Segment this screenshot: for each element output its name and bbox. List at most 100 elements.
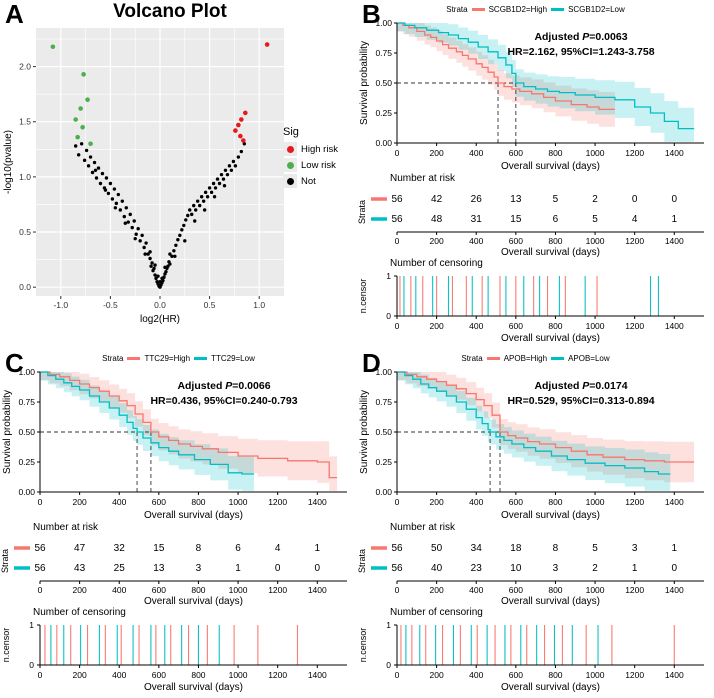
svg-text:13: 13 bbox=[153, 563, 165, 574]
svg-text:0.25: 0.25 bbox=[18, 457, 35, 467]
high-strata-label: SCGB1D2=High bbox=[488, 5, 548, 14]
svg-text:Overall survival (days): Overall survival (days) bbox=[501, 682, 600, 693]
svg-text:31: 31 bbox=[471, 214, 483, 225]
svg-text:1: 1 bbox=[29, 620, 34, 630]
svg-text:1400: 1400 bbox=[665, 497, 684, 507]
svg-text:600: 600 bbox=[152, 585, 166, 595]
svg-text:200: 200 bbox=[430, 670, 444, 680]
svg-text:0.5: 0.5 bbox=[19, 227, 31, 237]
annotation-p-value: =0.0174 bbox=[589, 380, 628, 392]
annotation-p-value: =0.0066 bbox=[232, 380, 271, 392]
annotation-p-line: Adjusted P=0.0066 bbox=[105, 379, 343, 394]
svg-text:1200: 1200 bbox=[625, 585, 644, 595]
panel-letter-d: D bbox=[362, 349, 381, 378]
low-strata-label: SCGB1D2=Low bbox=[568, 5, 625, 14]
svg-text:0.0: 0.0 bbox=[19, 282, 31, 292]
survival-plot: 1.00 0.75 0.50 0.25 0.00 0 200 400 600 800 1000 120… bbox=[357, 366, 714, 522]
svg-text:1200: 1200 bbox=[625, 236, 644, 246]
svg-text:1.5: 1.5 bbox=[19, 117, 31, 127]
svg-text:6: 6 bbox=[235, 543, 241, 554]
svg-text:800: 800 bbox=[191, 585, 205, 595]
svg-text:1400: 1400 bbox=[308, 585, 327, 595]
high-risk-dot-icon bbox=[286, 145, 294, 153]
svg-text:13: 13 bbox=[510, 194, 522, 205]
svg-text:0: 0 bbox=[315, 563, 321, 574]
svg-text:18: 18 bbox=[510, 543, 522, 554]
svg-text:1000: 1000 bbox=[229, 585, 248, 595]
svg-text:1000: 1000 bbox=[586, 148, 605, 158]
svg-text:0.50: 0.50 bbox=[18, 427, 35, 437]
svg-text:40: 40 bbox=[431, 563, 443, 574]
not-dot-icon bbox=[286, 177, 294, 185]
svg-text:2: 2 bbox=[592, 563, 598, 574]
low-strata-swatch-icon bbox=[551, 357, 565, 360]
svg-text:0.00: 0.00 bbox=[375, 138, 392, 148]
svg-text:0: 0 bbox=[29, 660, 34, 670]
svg-text:8: 8 bbox=[196, 543, 202, 554]
svg-text:32: 32 bbox=[114, 543, 126, 554]
svg-text:Strata: Strata bbox=[357, 549, 367, 573]
svg-text:3: 3 bbox=[553, 563, 559, 574]
svg-text:56: 56 bbox=[391, 194, 403, 205]
panel-scgb1d2: B Strata SCGB1D2=High SCGB1D2=Low 1.00 0.… bbox=[357, 0, 714, 349]
svg-text:1: 1 bbox=[386, 271, 391, 281]
svg-text:600: 600 bbox=[509, 321, 523, 331]
svg-text:-log10(pvalue): -log10(pvalue) bbox=[3, 130, 14, 194]
svg-text:1.0: 1.0 bbox=[253, 300, 265, 310]
svg-text:0: 0 bbox=[395, 321, 400, 331]
svg-text:800: 800 bbox=[548, 497, 562, 507]
annotation-p-value: =0.0063 bbox=[589, 31, 628, 43]
svg-text:400: 400 bbox=[469, 148, 483, 158]
strata-label: Strata bbox=[446, 5, 468, 14]
svg-text:1000: 1000 bbox=[229, 670, 248, 680]
svg-text:42: 42 bbox=[431, 194, 443, 205]
censor-title: Number of censoring bbox=[390, 607, 483, 618]
legend-key bbox=[283, 158, 297, 172]
low-strata-swatch-icon bbox=[551, 8, 565, 11]
stats-annotation: Adjusted P=0.0063 HR=2.162, 95%CI=1.243-… bbox=[462, 30, 700, 60]
svg-text:1000: 1000 bbox=[586, 321, 605, 331]
svg-text:0.50: 0.50 bbox=[375, 427, 392, 437]
legend-item-high-risk: High risk bbox=[283, 141, 355, 157]
svg-text:1.0: 1.0 bbox=[19, 172, 31, 182]
svg-text:1200: 1200 bbox=[625, 497, 644, 507]
svg-text:56: 56 bbox=[391, 214, 403, 225]
svg-text:4: 4 bbox=[275, 543, 281, 554]
annotation-prefix: Adjusted bbox=[534, 380, 583, 392]
svg-text:Overall survival (days): Overall survival (days) bbox=[501, 333, 600, 344]
svg-text:1400: 1400 bbox=[665, 321, 684, 331]
annotation-p-italic: P bbox=[225, 380, 233, 392]
svg-text:1000: 1000 bbox=[586, 236, 605, 246]
risk-table-title: Number at risk bbox=[33, 522, 99, 533]
svg-text:n.censor: n.censor bbox=[358, 279, 368, 314]
svg-text:50: 50 bbox=[431, 543, 443, 554]
svg-text:200: 200 bbox=[430, 585, 444, 595]
svg-text:0: 0 bbox=[672, 563, 678, 574]
svg-text:1: 1 bbox=[315, 543, 321, 554]
svg-text:1200: 1200 bbox=[268, 497, 287, 507]
svg-text:5: 5 bbox=[592, 214, 598, 225]
svg-text:800: 800 bbox=[548, 236, 562, 246]
svg-text:1400: 1400 bbox=[665, 148, 684, 158]
svg-text:0: 0 bbox=[38, 670, 43, 680]
svg-text:34: 34 bbox=[471, 543, 483, 554]
censor-title: Number of censoring bbox=[33, 607, 126, 618]
svg-text:600: 600 bbox=[509, 497, 523, 507]
svg-text:400: 400 bbox=[469, 670, 483, 680]
strata-legend: Strata SCGB1D2=High SCGB1D2=Low bbox=[357, 0, 714, 17]
svg-text:0: 0 bbox=[395, 670, 400, 680]
volcano-plot: 0.0 0.5 1.0 1.5 2.0 -1.0 -0.5 0.0 0.5 1.0 log2(HR)… bbox=[0, 24, 357, 342]
high-strata-swatch-icon bbox=[127, 357, 141, 360]
strata-label: Strata bbox=[102, 354, 124, 363]
svg-text:800: 800 bbox=[548, 585, 562, 595]
svg-text:6: 6 bbox=[553, 214, 559, 225]
svg-text:0: 0 bbox=[38, 585, 43, 595]
svg-text:15: 15 bbox=[510, 214, 522, 225]
svg-text:2: 2 bbox=[592, 194, 598, 205]
svg-text:1200: 1200 bbox=[268, 670, 287, 680]
svg-text:1400: 1400 bbox=[665, 585, 684, 595]
svg-text:1000: 1000 bbox=[586, 497, 605, 507]
svg-text:43: 43 bbox=[74, 563, 86, 574]
svg-text:400: 400 bbox=[469, 321, 483, 331]
strata-legend: Strata TTC29=High TTC29=Low bbox=[0, 349, 357, 366]
